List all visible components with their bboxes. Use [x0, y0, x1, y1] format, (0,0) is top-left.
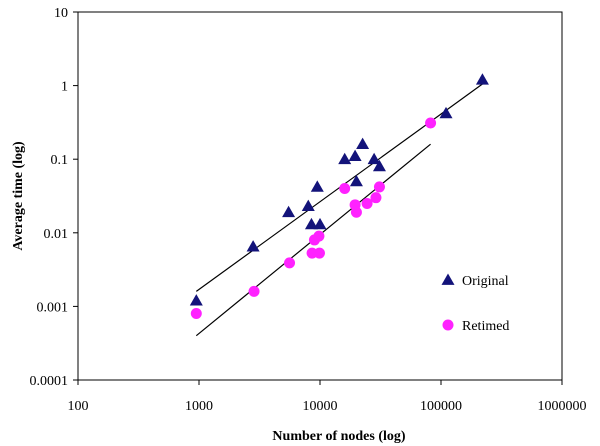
point-original — [367, 152, 381, 165]
legend-marker-retimed — [442, 319, 454, 331]
point-retimed — [373, 181, 385, 193]
y-tick-label: 1 — [61, 80, 68, 95]
point-original — [189, 294, 203, 306]
point-retimed — [313, 230, 325, 242]
x-tick-label: 1000 — [185, 399, 213, 414]
point-original — [313, 217, 327, 230]
point-retimed — [248, 285, 260, 297]
x-tick-label: 100 — [68, 399, 89, 414]
point-retimed — [284, 257, 296, 269]
point-original — [439, 106, 453, 119]
point-original — [246, 240, 260, 252]
y-axis-title: Average time (log) — [11, 141, 26, 251]
y-tick-label: 0.1 — [51, 153, 69, 168]
point-retimed — [350, 206, 362, 218]
legend-label-original: Original — [462, 274, 509, 289]
point-retimed — [361, 198, 373, 210]
point-original — [301, 199, 315, 212]
point-original — [372, 159, 386, 172]
point-retimed — [370, 192, 382, 204]
y-tick-label: 10 — [54, 6, 68, 21]
x-axis-title: Number of nodes (log) — [272, 429, 405, 444]
point-original — [282, 205, 296, 218]
point-original — [348, 149, 362, 162]
point-retimed — [190, 308, 202, 320]
x-tick-label: 100000 — [420, 399, 462, 414]
point-original — [349, 174, 363, 187]
legend-label-retimed: Retimed — [462, 319, 509, 334]
y-tick-label: 0.001 — [37, 300, 69, 315]
point-original — [338, 152, 352, 165]
y-tick-label: 0.01 — [44, 227, 69, 242]
legend-marker-original — [441, 273, 455, 285]
point-retimed — [313, 247, 325, 259]
point-original — [310, 180, 324, 192]
x-tick-label: 10000 — [303, 399, 338, 414]
point-original — [475, 73, 489, 85]
x-tick-label: 1000000 — [538, 399, 587, 414]
y-tick-label: 0.0001 — [30, 374, 69, 389]
point-retimed — [425, 117, 437, 129]
point-original — [356, 137, 370, 150]
point-original — [304, 217, 318, 230]
point-retimed — [339, 182, 351, 194]
